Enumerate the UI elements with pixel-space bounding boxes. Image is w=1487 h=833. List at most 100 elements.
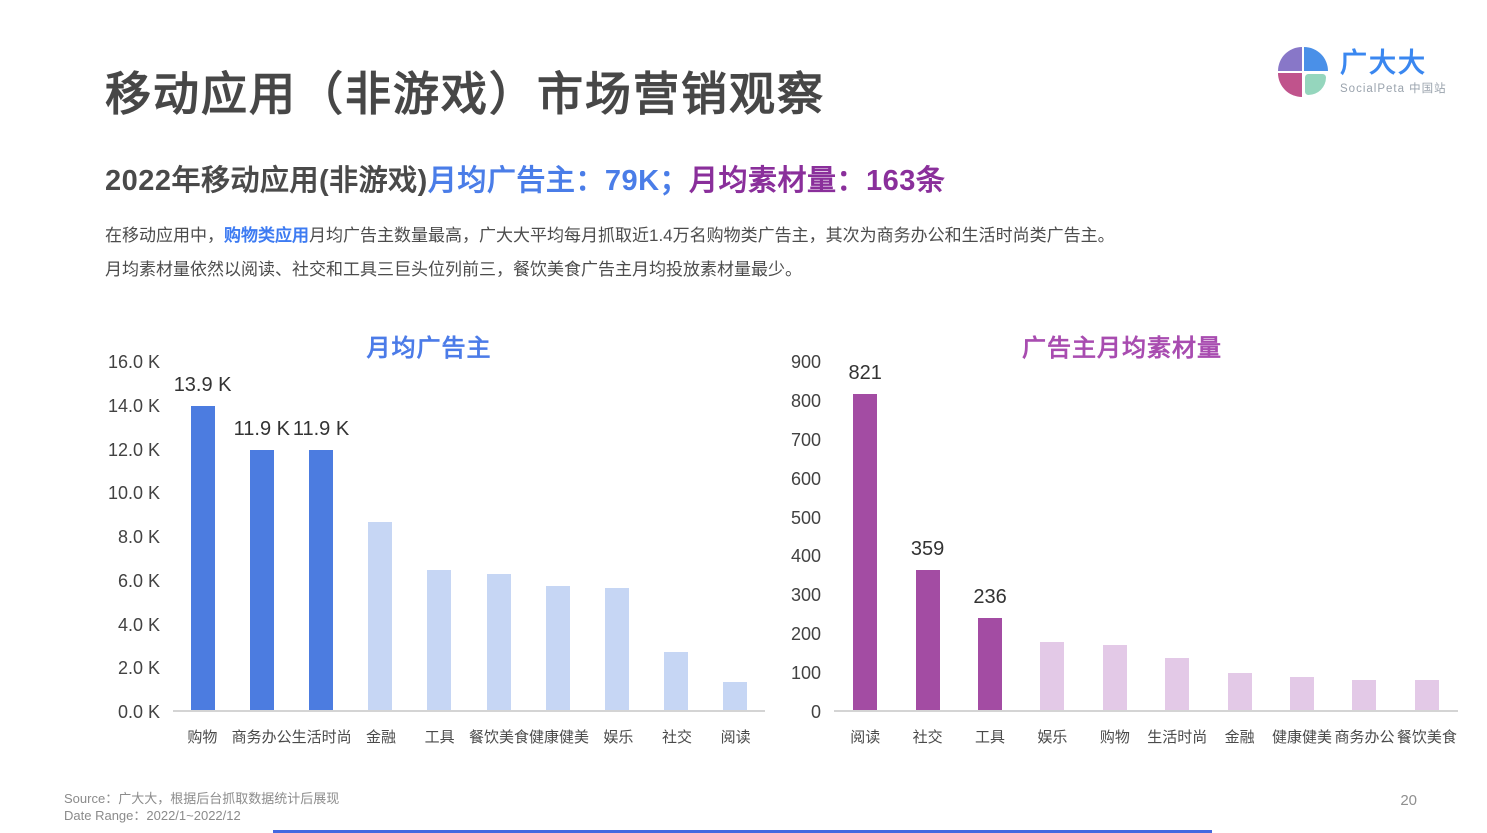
bar-金融: [368, 521, 393, 710]
bar-slot: [528, 362, 587, 710]
x-tick-label: 健康健美: [1272, 729, 1333, 746]
bar-slot: [1271, 362, 1333, 710]
bar-slot: 11.9 K: [232, 362, 291, 710]
y-tick-label: 14.0 K: [107, 395, 160, 416]
chart-title: 月均广告主: [366, 335, 492, 362]
bar-slot: [1333, 362, 1395, 710]
subtitle: 2022年移动应用(非游戏)月均广告主：79K；月均素材量：163条: [105, 157, 945, 199]
body-line-2: 月均素材量依然以阅读、社交和工具三巨头位列前三，餐饮美食广告主月均投放素材量最少…: [105, 260, 802, 279]
bar-工具: [978, 618, 1003, 710]
bar-社交: [915, 570, 940, 710]
x-tick-label: 阅读: [850, 729, 881, 746]
logo-text: 广大大 SocialPeta 中国站: [1340, 48, 1447, 96]
y-tick-label: 100: [790, 663, 821, 684]
bars-area: 821 359 236: [834, 362, 1458, 712]
bar-value-label: 236: [973, 586, 1007, 609]
y-tick-label: 2.0 K: [117, 658, 160, 679]
x-axis-labels: 阅读 社交 工具 娱乐 购物 生活时尚 金融 健康健美 商务办公 餐饮美食: [834, 726, 1458, 747]
plot-area: 900 800 700 600 500 400 300 200 100 0 821 359 236: [786, 352, 1458, 722]
y-tick-label: 600: [790, 468, 821, 489]
bar-购物: [1102, 644, 1127, 710]
subtitle-segment-blue: 月均广告主：79K；: [427, 165, 690, 197]
y-tick-label: 16.0 K: [107, 352, 160, 372]
bar-slot: 11.9 K: [291, 362, 350, 710]
y-tick-label: 6.0 K: [117, 570, 160, 591]
bar-健康健美: [545, 586, 570, 710]
y-tick-label: 0.0 K: [117, 702, 160, 722]
logo-quadrant-pink: [1278, 73, 1302, 97]
bar-slot: [706, 362, 765, 710]
y-tick-label: 0: [810, 702, 821, 722]
x-tick-label: 购物: [1099, 729, 1130, 746]
y-tick-label: 700: [790, 429, 821, 450]
logo-quadrant-purple: [1278, 47, 1302, 71]
plot-area: 16.0 K 14.0 K 12.0 K 10.0 K 8.0 K 6.0 K 4.0 K 2…: [93, 352, 765, 722]
bar-阅读: [723, 681, 748, 710]
bar-value-label: 11.9 K: [292, 417, 350, 440]
logo-pie-icon: [1278, 45, 1330, 99]
bar-工具: [427, 570, 452, 710]
bar-value-label: 11.9 K: [233, 417, 290, 440]
bar-阅读: [853, 394, 878, 710]
logo-quadrant-green: [1305, 74, 1326, 95]
logo-quadrant-blue: [1304, 47, 1328, 71]
bar-商务办公: [1352, 680, 1377, 710]
page-title: 移动应用（非游戏）市场营销观察: [105, 68, 825, 120]
x-tick-label: 商务办公: [231, 729, 292, 746]
bar-slot: [410, 362, 469, 710]
y-tick-label: 4.0 K: [117, 614, 160, 635]
y-tick-label: 400: [790, 546, 821, 567]
x-tick-label: 商务办公: [1334, 729, 1395, 746]
bar-商务办公: [249, 449, 274, 710]
bar-slot: [351, 362, 410, 710]
bar-餐饮美食: [486, 574, 511, 710]
bar-金融: [1227, 672, 1252, 710]
x-tick-label: 生活时尚: [1147, 729, 1208, 746]
bar-slot: [647, 362, 706, 710]
page-number: 20: [1400, 792, 1417, 809]
x-tick-label: 娱乐: [1037, 729, 1068, 746]
bar-slot: [1146, 362, 1208, 710]
bottom-accent-line: [273, 830, 1212, 833]
y-tick-label: 200: [790, 624, 821, 645]
chart-monthly-advertisers: 月均广告主 16.0 K 14.0 K 12.0 K 10.0 K 8.0 K 6.0 K…: [93, 328, 765, 747]
bar-value-label: 821: [848, 362, 882, 384]
footer: Source：广大大，根据后台抓取数据统计后展现 Date Range：2022…: [64, 790, 339, 824]
x-tick-label: 生活时尚: [291, 729, 352, 746]
x-tick-label: 工具: [424, 729, 455, 746]
x-tick-label: 餐饮美食: [1396, 729, 1457, 746]
x-axis-labels: 购物 商务办公 生活时尚 金融 工具 餐饮美食 健康健美 娱乐 社交 阅读: [173, 726, 765, 747]
x-tick-label: 社交: [912, 729, 943, 746]
bar-餐饮美食: [1414, 680, 1439, 710]
y-tick-label: 10.0 K: [107, 483, 160, 504]
bar-slot: [1021, 362, 1083, 710]
y-tick-label: 8.0 K: [117, 527, 160, 547]
bars-area: 13.9 K 11.9 K 11.9 K: [173, 362, 765, 712]
footer-date-range: Date Range：2022/1~2022/12: [64, 808, 241, 823]
x-tick-label: 金融: [366, 729, 397, 746]
bar-购物: [190, 405, 215, 710]
x-tick-label: 社交: [662, 729, 693, 746]
y-tick-label: 12.0 K: [107, 439, 160, 460]
bar-slot: [1208, 362, 1270, 710]
x-tick-label: 健康健美: [529, 729, 590, 746]
body-line-1: 在移动应用中，购物类应用月均广告主数量最高，广大大平均每月抓取近1.4万名购物类…: [105, 226, 1115, 245]
bar-社交: [664, 652, 689, 710]
bar-生活时尚: [1165, 658, 1190, 710]
bar-娱乐: [605, 587, 630, 710]
x-tick-label: 娱乐: [603, 729, 634, 746]
bar-slot: [1396, 362, 1458, 710]
x-tick-label: 阅读: [720, 729, 751, 746]
x-tick-label: 餐饮美食: [469, 729, 530, 746]
chart-title: 广告主月均素材量: [1022, 335, 1222, 362]
subtitle-segment-purple: 月均素材量：163条: [689, 165, 946, 197]
footer-source: Source：广大大，根据后台抓取数据统计后展现: [64, 791, 340, 806]
bar-slot: [1084, 362, 1146, 710]
x-tick-label: 购物: [187, 729, 218, 746]
y-tick-label: 500: [790, 507, 821, 528]
chart-monthly-creatives: 广告主月均素材量 900 800 700 600 500 400 300 200 100 0 82…: [786, 328, 1458, 747]
x-tick-label: 金融: [1224, 729, 1255, 746]
body-paragraph: 在移动应用中，购物类应用月均广告主数量最高，广大大平均每月抓取近1.4万名购物类…: [105, 219, 1115, 287]
x-tick-label: 工具: [975, 729, 1006, 746]
